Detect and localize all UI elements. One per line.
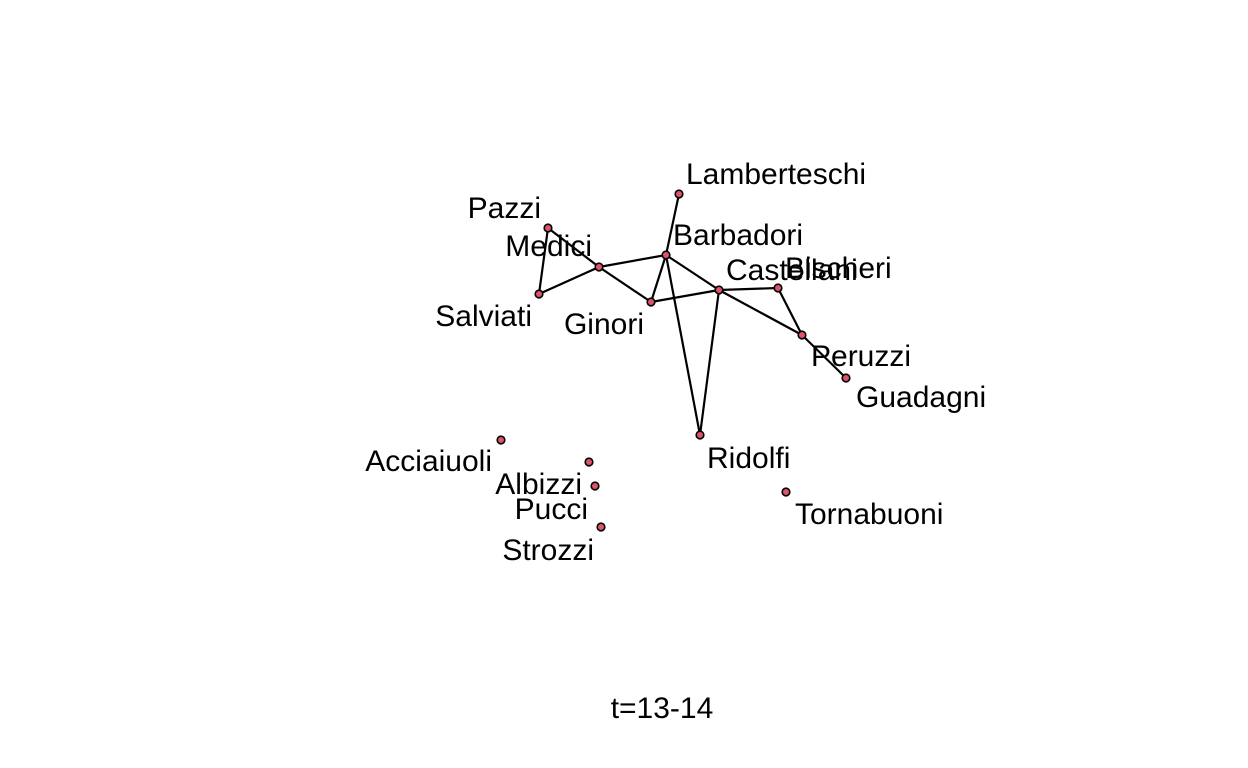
node-ginori — [647, 298, 655, 306]
node-label-strozzi: Strozzi — [502, 534, 594, 567]
node-pucci — [591, 482, 599, 490]
node-label-acciaiuoli: Acciaiuoli — [365, 445, 492, 478]
node-label-pucci: Pucci — [515, 493, 588, 526]
node-label-guadagni: Guadagni — [856, 381, 986, 414]
node-salviati — [535, 290, 543, 298]
node-strozzi — [597, 523, 605, 531]
node-label-lamberteschi: Lamberteschi — [686, 158, 866, 191]
edge-medici-barbadori — [599, 255, 666, 267]
edge-barbadori-ginori — [651, 255, 666, 302]
node-label-ginori: Ginori — [564, 308, 644, 341]
node-tornabuoni — [782, 488, 790, 496]
node-peruzzi — [798, 331, 806, 339]
node-label-salviati: Salviati — [435, 300, 532, 333]
node-label-bischeri: Bischeri — [785, 252, 892, 285]
edge-barbadori-ridolfi — [666, 255, 700, 435]
edge-medici-ginori — [599, 267, 651, 302]
node-label-medici: Medici — [505, 230, 592, 263]
node-albizzi — [585, 458, 593, 466]
node-guadagni — [842, 374, 850, 382]
node-label-peruzzi: Peruzzi — [811, 340, 911, 373]
edge-ginori-castellani — [651, 290, 719, 302]
node-label-barbadori: Barbadori — [673, 219, 803, 252]
edge-barbadori-castellani — [666, 255, 719, 290]
node-lamberteschi — [675, 190, 683, 198]
node-label-tornabuoni: Tornabuoni — [795, 498, 943, 531]
edge-castellani-bischeri — [719, 288, 778, 290]
node-barbadori — [662, 251, 670, 259]
node-acciaiuoli — [497, 436, 505, 444]
edge-castellani-ridolfi — [700, 290, 719, 435]
node-castellani — [715, 286, 723, 294]
time-caption: t=13-14 — [611, 692, 714, 725]
node-ridolfi — [696, 431, 704, 439]
node-label-pazzi: Pazzi — [468, 192, 541, 225]
edge-salviati-medici — [539, 267, 599, 294]
node-label-ridolfi: Ridolfi — [707, 442, 790, 475]
node-medici — [595, 263, 603, 271]
